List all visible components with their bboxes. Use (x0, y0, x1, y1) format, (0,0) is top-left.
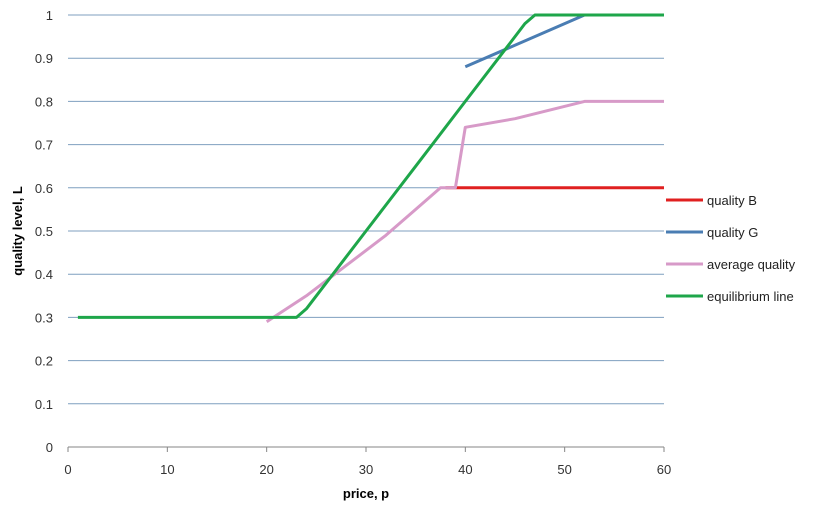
x-tick-label: 20 (259, 462, 273, 477)
legend: quality B quality G average quality equilib… (666, 193, 796, 304)
legend-label: equilibrium line (707, 289, 794, 304)
y-axis-title: quality level, L (10, 186, 25, 276)
legend-label: average quality (707, 257, 796, 272)
x-tick-label: 50 (557, 462, 571, 477)
x-tick-label: 30 (359, 462, 373, 477)
series-line-equilibrium-line (77, 13, 664, 319)
series-line-quality-G (464, 13, 664, 69)
y-tick-label: 0.8 (35, 94, 53, 109)
y-tick-label: 0.1 (35, 397, 53, 412)
y-tick-label: 0.4 (35, 267, 53, 282)
legend-label: quality B (707, 193, 757, 208)
x-tick-label: 0 (64, 462, 71, 477)
series-line-average-quality (265, 99, 664, 323)
y-tick-label: 0.2 (35, 354, 53, 369)
y-tick-label: 0.5 (35, 224, 53, 239)
series-lines (77, 13, 664, 323)
y-tick-label: 0.7 (35, 138, 53, 153)
x-tick-label: 10 (160, 462, 174, 477)
y-tick-label: 0.6 (35, 181, 53, 196)
y-tick-label: 0.9 (35, 51, 53, 66)
x-axis-title: price, p (343, 486, 389, 501)
grid-lines (68, 14, 664, 405)
x-tick-label: 40 (458, 462, 472, 477)
tick-labels: 00.10.20.30.40.50.60.70.80.910 10 20 30 40 50… (35, 8, 671, 477)
y-tick-label: 0.3 (35, 310, 53, 325)
y-tick-label: 0 (46, 440, 53, 455)
x-tick-label: 60 (657, 462, 671, 477)
legend-label: quality G (707, 225, 758, 240)
y-tick-label: 1 (46, 8, 53, 23)
axes (67, 446, 665, 452)
